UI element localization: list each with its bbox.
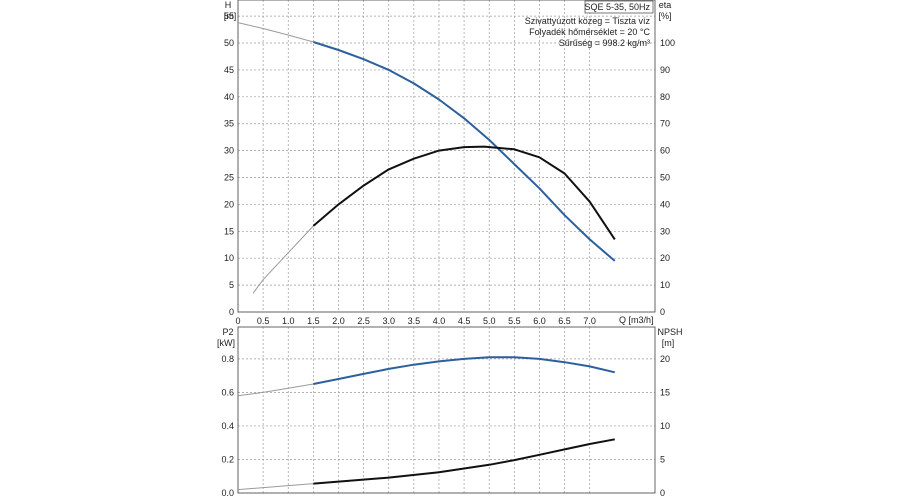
top-right-tick-label: 0 xyxy=(660,307,665,317)
top-right-tick-label: 50 xyxy=(660,173,670,183)
bottom-grid xyxy=(237,327,655,494)
top-left-tick-label: 45 xyxy=(224,65,234,75)
power-curve-extrapolated xyxy=(237,383,314,397)
bottom-left-tick-label: 0.2 xyxy=(221,454,234,464)
top-plot-frame xyxy=(237,0,656,313)
x-tick-label: 1.0 xyxy=(282,316,295,326)
top-left-tick-label: 20 xyxy=(224,199,234,209)
npsh-curve-extrapolated xyxy=(237,483,314,491)
power-curve xyxy=(313,356,616,385)
power-axis-label: P2 xyxy=(222,327,233,337)
top-left-tick-label: 5 xyxy=(229,280,234,290)
x-tick-label: 6.5 xyxy=(558,316,571,326)
head-curve xyxy=(313,41,616,262)
top-right-tick-label: 60 xyxy=(660,146,670,156)
top-left-tick-label: 15 xyxy=(224,226,234,236)
x-tick-label: 2.0 xyxy=(332,316,345,326)
x-tick-label: 7.0 xyxy=(583,316,596,326)
bottom-left-tick-label: 0.6 xyxy=(221,387,234,397)
head-axis-unit: [m] xyxy=(224,11,237,21)
top-curves xyxy=(237,22,616,294)
top-right-tick-label: 100 xyxy=(660,38,675,48)
info-title-box xyxy=(584,0,654,14)
x-tick-label: 4.5 xyxy=(458,316,471,326)
bottom-tick-labels: 0.0 0.2 0.4 0.6 0.8 0 5 10 15 20 xyxy=(221,354,670,498)
head-curve-extrapolated xyxy=(237,22,314,43)
top-grid xyxy=(237,0,655,313)
x-tick-label: 6.0 xyxy=(533,316,546,326)
info-title: SQE 5-35, 50Hz xyxy=(584,2,650,12)
bottom-right-tick-label: 10 xyxy=(660,421,670,431)
top-left-tick-label: 40 xyxy=(224,92,234,102)
x-tick-label: 4.0 xyxy=(433,316,446,326)
npsh-curve xyxy=(313,438,615,485)
bottom-right-tick-label: 20 xyxy=(660,354,670,364)
top-left-tick-label: 10 xyxy=(224,253,234,263)
info-line-density: Sűrűség = 998.2 kg/m³ xyxy=(559,38,650,48)
bottom-left-tick-label: 0.0 xyxy=(221,488,234,498)
bottom-left-tick-label: 0.8 xyxy=(221,354,234,364)
bottom-left-tick-label: 0.4 xyxy=(221,421,234,431)
eta-axis-label: eta xyxy=(659,0,672,10)
bottom-right-tick-label: 15 xyxy=(660,387,670,397)
top-right-tick-label: 40 xyxy=(660,199,670,209)
x-tick-label: 3.5 xyxy=(408,316,421,326)
top-right-tick-label: 10 xyxy=(660,280,670,290)
x-tick-label: 2.5 xyxy=(357,316,370,326)
x-tick-label: 0.5 xyxy=(257,316,270,326)
npsh-axis-label: NPSH xyxy=(657,327,682,337)
bottom-right-tick-label: 0 xyxy=(660,488,665,498)
info-line-temperature: Folyadék hőmérséklet = 20 °C xyxy=(529,27,650,37)
top-left-tick-label: 50 xyxy=(224,38,234,48)
top-tick-labels: 0 5 10 15 20 25 30 35 40 45 50 55 0 10 20 30 40 50 60 70 80 9… xyxy=(224,11,675,326)
top-left-tick-label: 30 xyxy=(224,146,234,156)
top-right-tick-label: 80 xyxy=(660,92,670,102)
power-axis-unit: [kW] xyxy=(217,338,235,348)
top-left-tick-label: 35 xyxy=(224,119,234,129)
top-right-tick-label: 30 xyxy=(660,226,670,236)
x-tick-label: 3.0 xyxy=(382,316,395,326)
bottom-curves xyxy=(237,356,616,491)
eta-axis-unit: [%] xyxy=(658,11,671,21)
flow-axis-label: Q [m3/h] xyxy=(619,315,654,325)
top-right-tick-label: 90 xyxy=(660,65,670,75)
x-tick-label: 5.5 xyxy=(508,316,521,326)
head-axis-label: H xyxy=(225,0,232,10)
top-right-tick-label: 20 xyxy=(660,253,670,263)
top-right-tick-label: 70 xyxy=(660,119,670,129)
top-left-tick-label: 0 xyxy=(229,307,234,317)
x-tick-label: 0 xyxy=(235,316,240,326)
efficiency-curve-extrapolated xyxy=(252,225,314,294)
top-left-tick-label: 55 xyxy=(224,11,234,21)
x-tick-label: 5.0 xyxy=(483,316,496,326)
bottom-plot-frame xyxy=(237,326,656,494)
x-tick-label: 1.5 xyxy=(307,316,320,326)
npsh-axis-unit: [m] xyxy=(662,338,675,348)
bottom-right-tick-label: 5 xyxy=(660,454,665,464)
info-line-medium: Szivattyúzott közeg = Tiszta víz xyxy=(525,16,651,26)
top-left-tick-label: 25 xyxy=(224,173,234,183)
efficiency-curve xyxy=(312,145,616,240)
